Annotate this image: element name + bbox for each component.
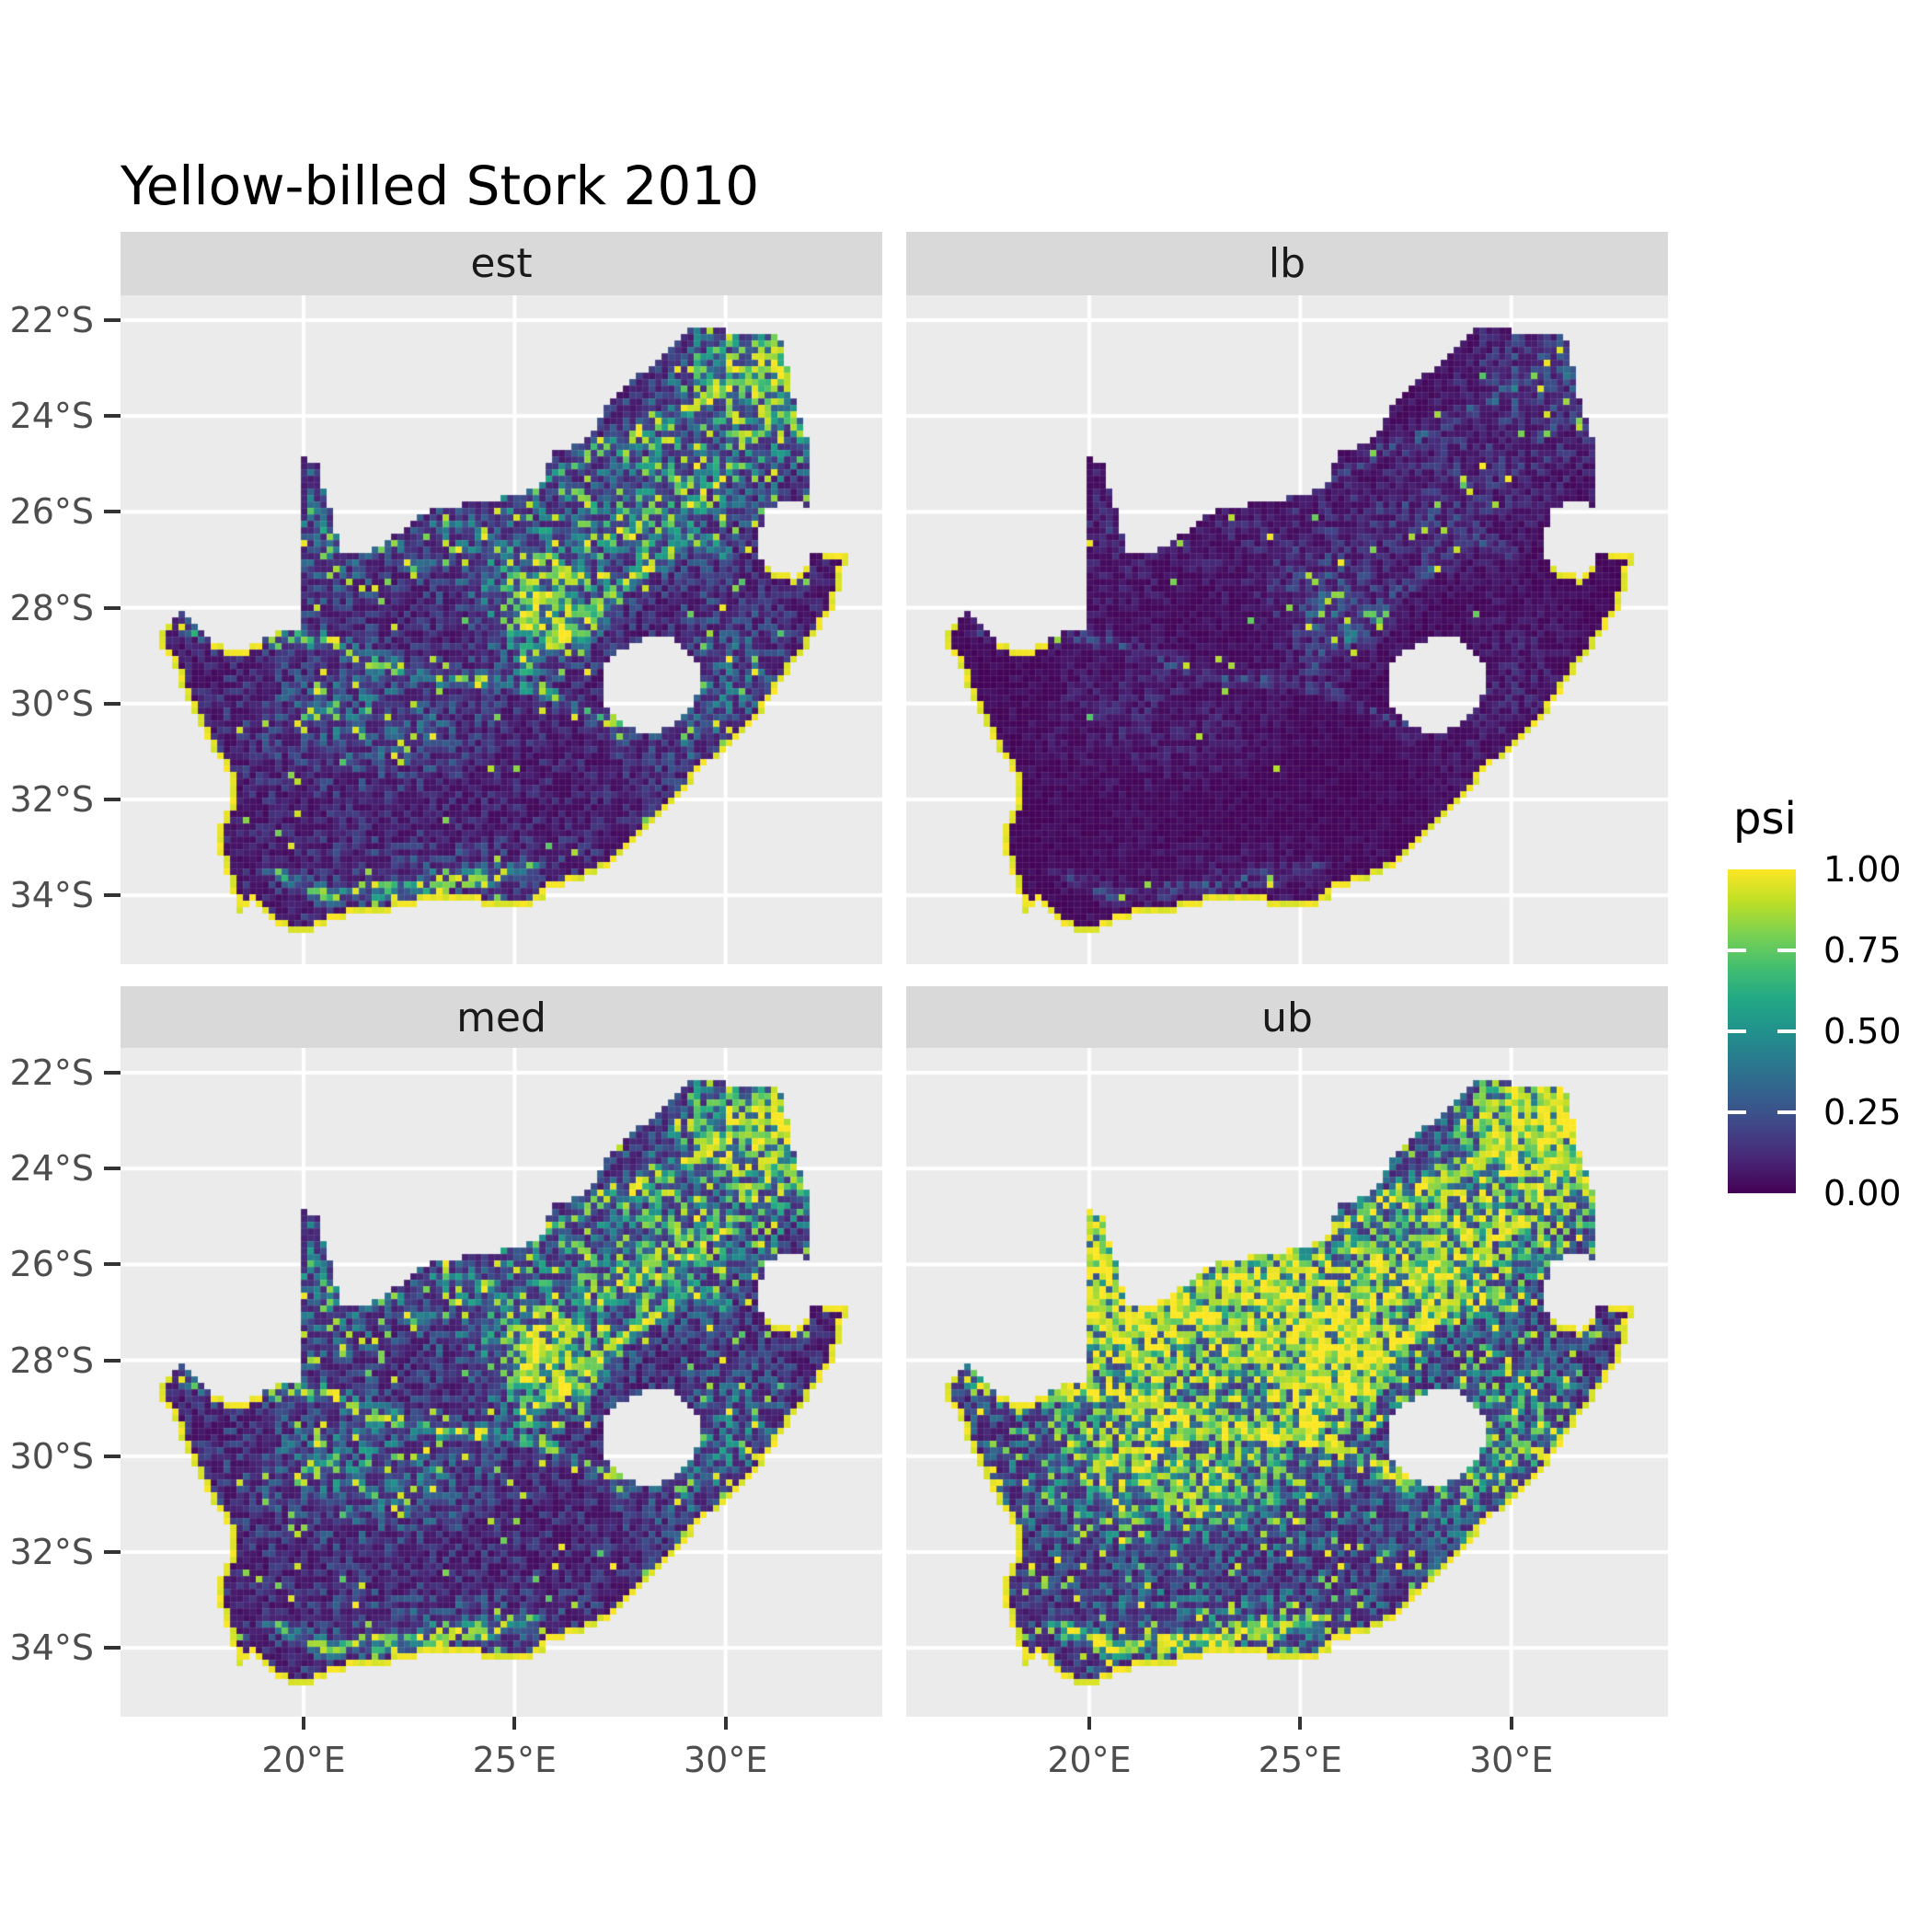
facet-panel-med [121,1048,882,1717]
y-axis-tick [104,510,121,514]
x-axis-label: 30°E [1469,1740,1554,1780]
legend-tick [1777,1029,1796,1033]
legend-label: 1.00 [1823,849,1902,890]
y-axis-label: 28°S [9,1340,94,1381]
y-axis-tick [104,798,121,801]
y-axis-label: 34°S [9,1627,94,1669]
y-axis-label: 24°S [9,1148,94,1190]
legend-label: 0.00 [1823,1173,1902,1213]
y-axis-tick [104,1358,121,1363]
facet-panel-ub [906,1048,1668,1717]
y-axis-tick [104,1262,121,1267]
x-axis-label: 30°E [684,1740,768,1780]
y-axis-label: 32°S [9,779,94,820]
legend-title: psi [1733,793,1797,845]
legend-label: 0.25 [1823,1092,1902,1133]
legend-label: 0.75 [1823,930,1902,971]
facet-strip-label: est [470,240,533,287]
y-axis-label: 26°S [9,491,94,533]
y-axis-tick [104,893,121,898]
legend-tick [1728,1029,1746,1033]
x-axis-tick [723,1717,728,1730]
legend-tick [1728,949,1746,952]
y-axis-tick [104,701,121,706]
y-axis-tick [104,605,121,610]
y-axis-tick [104,318,121,322]
y-axis-label: 22°S [9,1052,94,1093]
y-axis-tick [104,1071,121,1075]
y-axis-label: 22°S [9,300,94,340]
facet-strip-est: est [121,232,882,295]
facet-strip-label: ub [1261,995,1313,1041]
y-axis-label: 34°S [9,875,94,916]
legend-label: 0.50 [1823,1011,1902,1052]
y-axis-tick [104,1167,121,1171]
y-axis-label: 30°S [9,1435,94,1477]
y-axis-tick [104,1550,121,1554]
x-axis-label: 20°E [261,1740,346,1780]
x-axis-tick [512,1717,517,1730]
y-axis-label: 26°S [9,1244,94,1285]
x-axis-label: 25°E [472,1740,558,1780]
facet-panel-lb [906,295,1668,964]
y-axis-label: 30°S [9,683,94,724]
y-axis-label: 28°S [9,587,94,628]
legend-tick [1728,1110,1746,1114]
y-axis-tick [104,1646,121,1650]
facet-strip-ub: ub [906,986,1668,1050]
facet-strip-label: lb [1268,240,1306,287]
facet-panel-est [121,295,882,964]
y-axis-label: 24°S [9,396,94,437]
y-axis-tick [104,1454,121,1458]
legend-tick [1777,1110,1796,1114]
facet-strip-med: med [121,986,882,1050]
y-axis-label: 32°S [9,1532,94,1572]
plot-title: Yellow-billed Stork 2010 [121,155,760,217]
x-axis-label: 25°E [1258,1740,1343,1780]
y-axis-tick [104,414,121,419]
x-axis-tick [1509,1717,1513,1730]
legend-tick [1777,949,1796,952]
facet-strip-lb: lb [906,232,1668,295]
x-axis-tick [302,1717,305,1730]
x-axis-tick [1298,1717,1303,1730]
facet-strip-label: med [456,995,546,1041]
x-axis-label: 20°E [1047,1740,1132,1780]
x-axis-tick [1087,1717,1091,1730]
